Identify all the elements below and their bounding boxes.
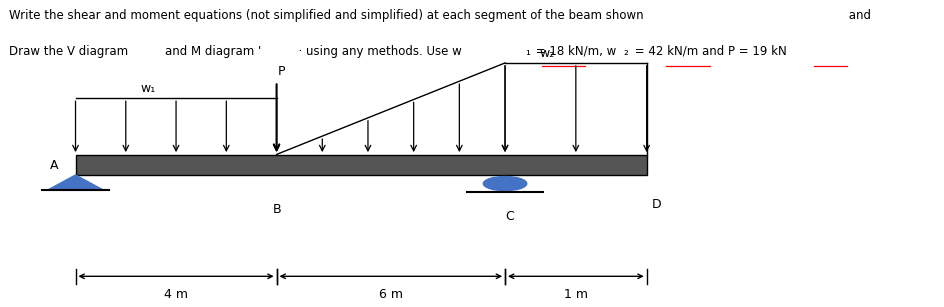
Text: B: B xyxy=(272,203,281,216)
Text: D: D xyxy=(651,198,661,211)
Text: A: A xyxy=(50,158,59,172)
Text: = 42 kN/m and P = 19 kN: = 42 kN/m and P = 19 kN xyxy=(631,45,786,57)
Text: 1 m: 1 m xyxy=(564,288,588,301)
Text: 6 m: 6 m xyxy=(379,288,403,301)
Text: Draw the V diagram: Draw the V diagram xyxy=(9,45,132,57)
Text: ₂: ₂ xyxy=(623,45,628,57)
Text: ₁: ₁ xyxy=(525,45,530,57)
Text: and M diagram ': and M diagram ' xyxy=(165,45,261,57)
Text: · using any methods. Use w: · using any methods. Use w xyxy=(291,45,462,57)
Text: w₁: w₁ xyxy=(141,82,156,95)
Text: Write the shear and moment equations (not simplified and simplified) at each seg: Write the shear and moment equations (no… xyxy=(9,9,644,22)
Polygon shape xyxy=(47,175,104,190)
Text: and: and xyxy=(845,9,871,22)
Text: 4 m: 4 m xyxy=(164,288,188,301)
Text: P: P xyxy=(278,65,285,78)
Text: w₂: w₂ xyxy=(540,47,555,60)
Polygon shape xyxy=(76,155,647,175)
Circle shape xyxy=(483,177,527,191)
Text: C: C xyxy=(505,210,514,223)
Text: = 18 kN/m, w: = 18 kN/m, w xyxy=(532,45,616,57)
